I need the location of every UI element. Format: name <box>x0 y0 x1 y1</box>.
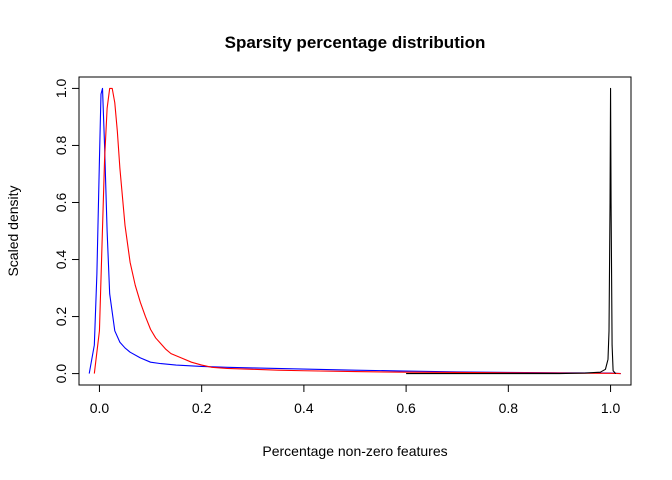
y-axis-label: Scaled density <box>5 185 21 276</box>
series-line-0 <box>88 87 621 375</box>
chart-title: Sparsity percentage distribution <box>225 33 486 52</box>
x-tick-label: 0.2 <box>192 400 212 416</box>
plot-frame <box>78 76 632 386</box>
series-line-1 <box>93 87 621 375</box>
series-layer <box>88 87 621 375</box>
x-axis: 0.0 0.2 0.4 0.6 0.8 1.0 <box>90 384 621 416</box>
x-axis-label: Percentage non-zero features <box>262 443 447 459</box>
y-tick-label: 0.8 <box>53 136 69 156</box>
x-tick-label: 0.0 <box>90 400 110 416</box>
y-tick-label: 0.0 <box>53 364 69 384</box>
x-tick-label: 0.8 <box>499 400 519 416</box>
x-tick-label: 1.0 <box>601 400 621 416</box>
series-line-2 <box>406 87 617 375</box>
y-axis: 0.0 0.2 0.4 0.6 0.8 1.0 <box>53 78 80 384</box>
x-tick-label: 0.6 <box>396 400 416 416</box>
y-tick-label: 0.4 <box>53 250 69 270</box>
y-tick-label: 0.2 <box>53 307 69 327</box>
y-tick-label: 1.0 <box>53 78 69 98</box>
y-tick-label: 0.6 <box>53 193 69 213</box>
x-tick-label: 0.4 <box>294 400 314 416</box>
